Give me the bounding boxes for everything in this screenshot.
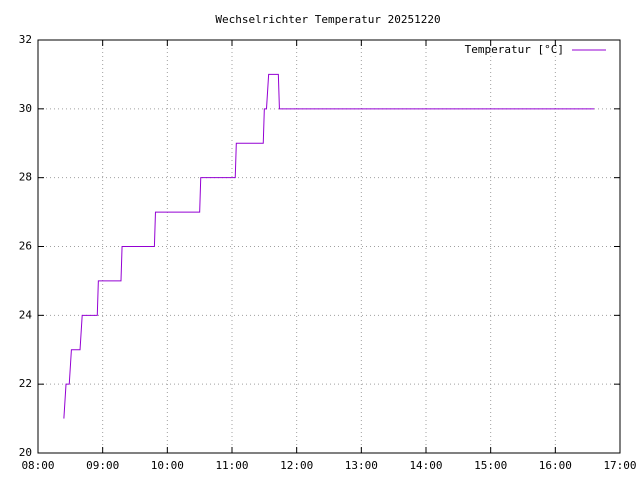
- x-tick-label: 16:00: [539, 459, 572, 472]
- y-tick-label: 24: [19, 308, 33, 321]
- y-tick-label: 22: [19, 377, 32, 390]
- x-tick-label: 13:00: [345, 459, 378, 472]
- x-tick-label: 08:00: [21, 459, 54, 472]
- y-tick-label: 30: [19, 102, 32, 115]
- legend-label: Temperatur [°C]: [465, 43, 564, 56]
- x-tick-label: 12:00: [280, 459, 313, 472]
- x-tick-label: 15:00: [474, 459, 507, 472]
- plot-border: [37, 39, 621, 454]
- x-tick-label: 14:00: [409, 459, 442, 472]
- y-tick-label: 26: [19, 240, 32, 253]
- x-tick-label: 17:00: [603, 459, 636, 472]
- data-line: [63, 73, 595, 419]
- x-tick-label: 10:00: [151, 459, 184, 472]
- y-tick-label: 20: [19, 446, 32, 459]
- y-tick-label: 32: [19, 33, 32, 46]
- chart-title: Wechselrichter Temperatur 20251220: [215, 13, 440, 26]
- x-tick-label: 09:00: [86, 459, 119, 472]
- x-tick-label: 11:00: [215, 459, 248, 472]
- y-tick-label: 28: [19, 171, 32, 184]
